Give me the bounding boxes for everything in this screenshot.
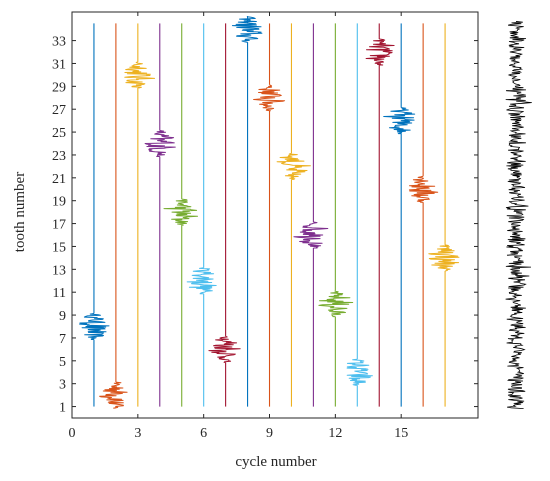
side-signal-panel — [505, 21, 532, 409]
side-signal-trace — [505, 21, 532, 409]
y-tick-label: 33 — [52, 35, 66, 50]
y-tick-label: 31 — [52, 57, 66, 72]
series-cycle-13 — [346, 23, 373, 407]
series-cycle-14 — [365, 23, 395, 407]
series-burst — [163, 198, 198, 226]
x-axis-label: cycle number — [235, 454, 316, 470]
series-burst — [346, 358, 373, 386]
series-burst — [124, 61, 156, 89]
series-layer — [79, 15, 460, 409]
y-tick-label: 29 — [52, 80, 66, 95]
x-tick-label: 0 — [69, 426, 76, 441]
series-cycle-16 — [408, 23, 439, 407]
y-tick-label: 3 — [59, 378, 66, 393]
series-cycle-10 — [276, 23, 311, 407]
series-burst — [318, 290, 354, 318]
series-cycle-15 — [383, 23, 416, 407]
series-burst — [144, 130, 176, 158]
series-cycle-9 — [253, 23, 286, 407]
y-tick-label: 27 — [52, 103, 66, 118]
y-tick-label: 15 — [52, 240, 66, 255]
series-cycle-12 — [318, 23, 354, 407]
x-tick-label: 15 — [394, 426, 408, 441]
series-cycle-11 — [293, 23, 329, 407]
y-tick-label: 13 — [52, 263, 66, 278]
series-cycle-8 — [231, 15, 263, 407]
series-burst — [231, 15, 263, 43]
series-cycle-2 — [99, 23, 128, 409]
series-burst — [99, 381, 128, 409]
y-tick-label: 19 — [52, 195, 66, 210]
x-tick-label: 6 — [200, 426, 207, 441]
series-cycle-3 — [124, 23, 156, 407]
series-burst — [276, 152, 311, 180]
series-burst — [253, 84, 286, 112]
series-cycle-7 — [208, 23, 241, 407]
series-cycle-1 — [79, 23, 110, 407]
y-tick-label: 25 — [52, 126, 66, 141]
series-burst — [428, 244, 460, 272]
series-burst — [79, 313, 110, 341]
series-burst — [293, 221, 329, 249]
y-tick-label: 7 — [59, 332, 66, 347]
series-burst — [208, 335, 241, 363]
y-tick-label: 21 — [52, 172, 66, 187]
y-tick-label: 9 — [59, 309, 66, 324]
y-tick-label: 5 — [59, 355, 66, 370]
series-burst — [186, 267, 217, 295]
series-burst — [383, 107, 416, 135]
series-cycle-4 — [144, 23, 176, 407]
series-cycle-17 — [428, 23, 460, 407]
y-tick-label: 23 — [52, 149, 66, 164]
series-cycle-6 — [186, 23, 217, 407]
y-tick-label: 17 — [52, 218, 66, 233]
x-tick-label: 12 — [328, 426, 342, 441]
x-tick-label: 3 — [134, 426, 141, 441]
y-tick-label: 1 — [59, 401, 66, 416]
axes-box — [71, 11, 479, 419]
series-cycle-5 — [163, 23, 198, 407]
series-burst — [365, 38, 395, 66]
x-tick-label: 9 — [266, 426, 273, 441]
y-tick-label: 11 — [53, 286, 66, 301]
series-burst — [408, 175, 439, 203]
y-axis-label: tooth number — [12, 172, 28, 252]
